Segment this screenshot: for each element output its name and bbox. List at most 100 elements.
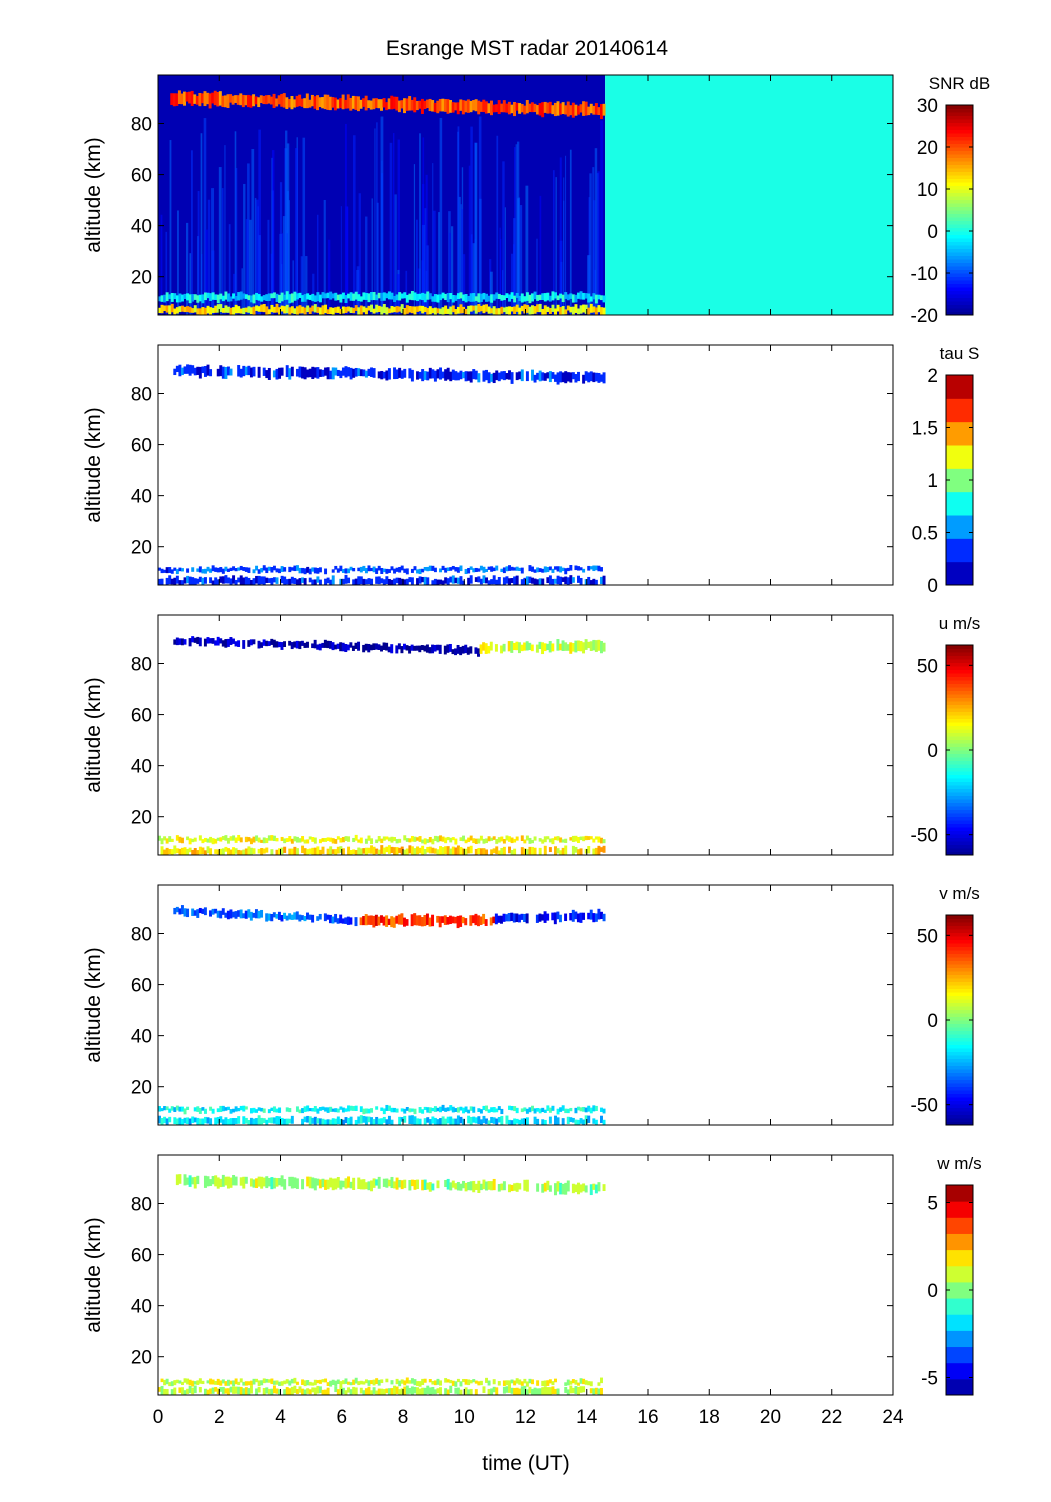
v-layer-2-cell: [564, 913, 568, 922]
tau-layer-0-cell: [318, 369, 322, 377]
u-layer-2-cell: [487, 836, 491, 842]
w-layer-1-cell: [321, 1379, 325, 1383]
u-layer-3-cell: [372, 846, 376, 855]
v-layer-4-cell: [600, 1115, 603, 1123]
v-layer-4-cell: [523, 1118, 527, 1125]
v-colorbar-segment: [946, 1076, 973, 1080]
u-layer-3-cell: [433, 848, 437, 854]
snr-streak: [185, 222, 189, 315]
tau-layer-2-cell: [262, 576, 266, 585]
snr-layer-0-cell: [507, 101, 511, 115]
tau-layer-2-cell: [559, 576, 563, 585]
x-tick-label: 12: [515, 1407, 536, 1428]
u-layer-3-cell: [579, 848, 583, 855]
v-layer-1-cell: [387, 918, 391, 926]
snr-layer-2-cell: [211, 307, 215, 313]
snr-plot-area: [158, 75, 893, 315]
tau-layer-1-cell: [216, 567, 220, 573]
v-layer-3-cell: [326, 1107, 330, 1113]
u-layer-3-cell: [196, 850, 200, 855]
v-layer-1-cell: [403, 917, 406, 927]
w-layer-1-cell: [502, 1380, 506, 1386]
tau-layer-1-cell: [418, 568, 422, 575]
snr-layer-1-cell: [513, 295, 517, 303]
w-layer-0-cell: [216, 1177, 220, 1189]
tau-layer-1-cell: [433, 567, 437, 573]
v-layer-4-cell: [203, 1116, 207, 1124]
u-layer-2-cell: [221, 836, 225, 840]
tau-layer-1-cell: [293, 565, 297, 572]
v-layer-0-cell: [242, 913, 246, 919]
w-layer-2-cell: [444, 1388, 448, 1395]
snr-layer-0-cell: [600, 104, 603, 120]
v-layer-4-cell: [387, 1115, 391, 1125]
w-layer-2-cell: [362, 1390, 366, 1395]
snr-layer-2-cell: [372, 308, 376, 314]
snr-layer-1-cell: [395, 294, 399, 301]
u-layer-0-cell: [283, 641, 287, 648]
w-layer-1-cell: [531, 1379, 534, 1385]
w-layer-2-cell: [459, 1389, 463, 1395]
u-layer-2-cell: [464, 839, 468, 844]
u-layer-3-cell: [456, 845, 460, 855]
u-layer-2-cell: [321, 838, 325, 842]
v-layer-0-cell: [226, 910, 230, 920]
w-layer-0-cell: [377, 1176, 381, 1189]
snr-layer-1-cell: [525, 292, 529, 301]
snr-layer-2-cell: [324, 304, 328, 314]
u-layer-3-cell: [339, 846, 343, 853]
snr-layer-0-cell: [180, 93, 184, 105]
w-y-axis-title: altitude (km): [82, 1217, 105, 1333]
w-layer-0-cell: [479, 1183, 483, 1191]
u-layer-0-cell: [336, 643, 340, 649]
snr-layer-2-cell: [237, 306, 241, 314]
u-colorbar-segment: [946, 816, 973, 821]
u-layer-2-cell: [523, 839, 527, 844]
w-colorbar-segment: [946, 1233, 973, 1251]
v-layer-0-cell: [214, 908, 218, 914]
w-layer-2-cell: [467, 1389, 471, 1395]
w-layer-2-cell: [247, 1388, 251, 1395]
u-layer-1-cell: [484, 643, 488, 654]
u-layer-3-cell: [180, 847, 184, 855]
snr-layer-2-cell: [298, 305, 302, 314]
snr-layer-1-cell: [528, 294, 532, 304]
snr-streak: [371, 198, 373, 315]
v-colorbar-segment: [946, 1013, 973, 1017]
u-layer-3-cell: [454, 847, 458, 855]
u-layer-0-cell: [216, 636, 220, 646]
w-layer-1-cell: [198, 1378, 202, 1384]
snr-layer-0-cell: [277, 95, 281, 105]
u-layer-1-cell: [479, 644, 483, 654]
tau-layer-1-cell: [456, 567, 460, 573]
w-layer-1-cell: [571, 1379, 575, 1384]
snr-streak: [228, 224, 231, 315]
w-layer-2-cell: [262, 1387, 266, 1395]
snr-colorbar-segment: [946, 262, 973, 267]
tau-layer-2-cell: [221, 576, 225, 584]
w-y-tick-label: 60: [131, 1246, 152, 1267]
u-layer-2-cell: [377, 836, 381, 842]
tau-layer-1-cell: [324, 568, 328, 575]
tau-layer-1-cell: [165, 567, 169, 574]
u-colorbar-segment: [946, 844, 973, 849]
u-layer-3-cell: [600, 847, 603, 852]
v-layer-3-cell: [242, 1105, 246, 1112]
tau-layer-2-cell: [234, 579, 238, 585]
tau-layer-2-cell: [592, 578, 596, 585]
u-layer-3-cell: [497, 850, 501, 855]
tau-layer-1-cell: [505, 566, 509, 572]
w-layer-2-cell: [536, 1388, 540, 1395]
u-layer-0-cell: [326, 640, 330, 649]
snr-layer-2-cell: [188, 306, 192, 313]
v-layer-3-cell: [444, 1107, 448, 1112]
snr-layer-1-cell: [451, 295, 455, 303]
w-layer-2-cell: [579, 1386, 583, 1393]
tau-layer-1-cell: [283, 567, 287, 572]
u-layer-2-cell: [336, 836, 340, 840]
snr-layer-0-cell: [436, 100, 440, 114]
snr-layer-2-cell: [290, 306, 294, 314]
v-layer-4-cell: [229, 1118, 233, 1125]
snr-layer-1-cell: [482, 292, 486, 300]
